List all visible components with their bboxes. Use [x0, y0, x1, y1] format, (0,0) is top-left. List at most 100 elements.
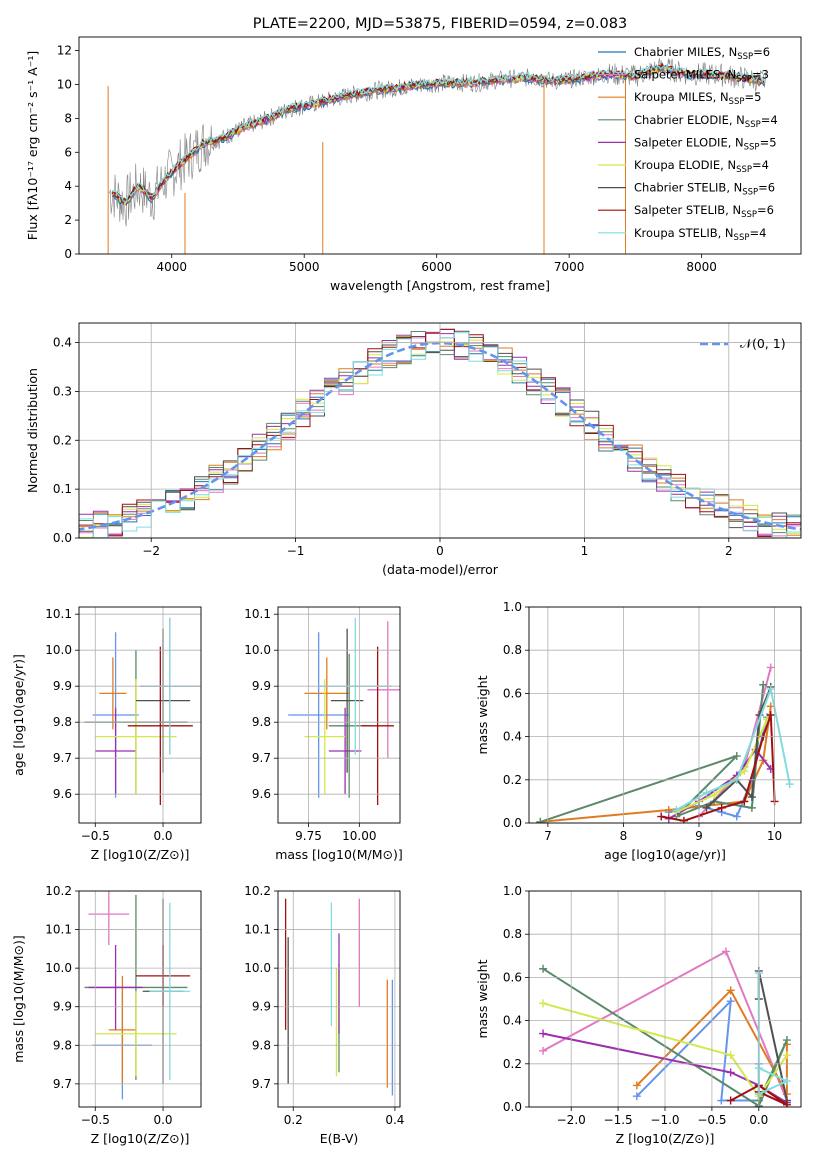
- x-axis-label: Z [log10(Z/Z⊙)]: [91, 1131, 190, 1146]
- weight-marker: [672, 806, 681, 815]
- y-tick-label: 4: [64, 179, 72, 193]
- legend-entry-subscript: SSP: [744, 142, 760, 152]
- weight-marker: [732, 812, 741, 821]
- x-tick-label: 8: [620, 829, 628, 843]
- weight-marker: [785, 780, 794, 789]
- x-tick-label: 6000: [421, 260, 452, 274]
- plot-area: [84, 891, 191, 1100]
- y-tick-label: 9.8: [252, 715, 271, 729]
- y-tick-label: 10.2: [244, 884, 271, 898]
- legend-entry-subscript: SSP: [736, 75, 752, 85]
- legend-entry: Chabrier MILES, NSSP=6: [634, 45, 770, 62]
- legend-entry-subscript: SSP: [734, 233, 750, 243]
- panel-age_vs_Z: −0.5 0.0 9.6 9.7 9.8 9.9 10.0 10.1 Z [log10(Z/Z⊙…: [11, 606, 202, 862]
- weight-line-series-7: [730, 1084, 788, 1106]
- y-tick-label: 0.6: [503, 686, 522, 700]
- plot-area: [536, 663, 794, 823]
- x-tick-label: 8000: [686, 260, 717, 274]
- y-axis-label: Flux [fλ10⁻¹⁷ erg cm⁻² s⁻¹ A⁻¹]: [25, 51, 40, 240]
- y-tick-label: 10.0: [45, 961, 72, 975]
- y-tick-label: 9.8: [53, 1038, 72, 1052]
- weight-marker: [782, 1077, 791, 1086]
- weight-marker: [726, 1068, 735, 1077]
- weight-marker: [657, 812, 666, 821]
- x-axis-label: Z [log10(Z/Z⊙)]: [91, 847, 190, 862]
- y-tick-label: 0.2: [503, 773, 522, 787]
- y-tick-label: 9.9: [53, 679, 72, 693]
- legend-entry-prefix: Chabrier ELODIE, N: [634, 113, 745, 127]
- legend-entry-suffix: =5: [760, 135, 777, 149]
- weight-marker: [717, 803, 726, 812]
- legend-entry: Salpeter MILES, NSSP=3: [634, 68, 769, 85]
- legend-entry-subscript: SSP: [741, 210, 757, 220]
- legend-entry-prefix: Chabrier MILES, N: [634, 45, 737, 59]
- x-tick-label: 7000: [554, 260, 585, 274]
- panel-mass_vs_ebv: 0.2 0.4 9.7 9.8 9.9 10.0 10.1 10.2 E(B-V): [244, 884, 404, 1146]
- axes-frame: [78, 322, 802, 539]
- y-tick-label: 10: [57, 77, 72, 91]
- x-tick-label: 0.2: [284, 1113, 303, 1127]
- y-tick-label: 0.2: [503, 1057, 522, 1071]
- y-tick-label: 0.2: [53, 433, 72, 447]
- legend-entry: Kroupa ELODIE, NSSP=4: [634, 158, 769, 175]
- weight-marker: [747, 803, 756, 812]
- weight-marker: [740, 767, 749, 776]
- y-tick-label: 10.1: [244, 607, 271, 621]
- weight-marker: [664, 806, 673, 815]
- x-tick-label: 7: [544, 829, 552, 843]
- x-tick-label: −1: [287, 544, 305, 558]
- y-tick-label: 9.9: [53, 1000, 72, 1014]
- x-tick-label: 9.75: [295, 829, 322, 843]
- weight-marker: [539, 999, 548, 1008]
- x-axis-label: (data-model)/error: [382, 562, 499, 577]
- y-tick-label: 9.7: [53, 751, 72, 765]
- legend-entry-suffix: =6: [753, 45, 770, 59]
- axes-frame: [78, 606, 202, 824]
- legend-entry-suffix: =5: [744, 90, 761, 104]
- weight-marker: [766, 711, 775, 719]
- weight-marker: [740, 797, 749, 806]
- weight-line-series-3: [542, 967, 788, 1107]
- x-tick-label: −2: [142, 544, 160, 558]
- y-tick-label: 0.8: [503, 927, 522, 941]
- legend-entry-prefix: Salpeter MILES, N: [634, 68, 736, 82]
- legend-entry-prefix: Salpeter ELODIE, N: [634, 135, 744, 149]
- y-tick-label: 1.0: [503, 884, 522, 898]
- weight-marker: [747, 793, 756, 802]
- y-tick-label: 12: [57, 44, 72, 58]
- y-tick-label: 9.8: [53, 715, 72, 729]
- y-tick-label: 0.8: [503, 643, 522, 657]
- weight-marker: [782, 1051, 791, 1060]
- legend-entry: 𝒩(0, 1): [740, 336, 786, 351]
- x-tick-label: 4000: [156, 260, 187, 274]
- legend-entry-prefix: Kroupa MILES, N: [634, 90, 729, 104]
- panel-residuals: −2 −1 0 1 2 0.0 0.1 0.2 0.3 0.4 (data-model)/error…: [25, 322, 802, 577]
- y-tick-label: 8: [64, 111, 72, 125]
- x-tick-label: 1: [581, 544, 589, 558]
- axes-frame: [78, 36, 802, 255]
- y-tick-label: 0.4: [53, 336, 72, 350]
- y-tick-label: 2: [64, 213, 72, 227]
- y-tick-label: 9.7: [252, 751, 271, 765]
- y-tick-label: 0.0: [503, 1100, 522, 1114]
- x-tick-label: 10.00: [342, 829, 376, 843]
- legend-entry-suffix: =6: [758, 181, 775, 195]
- y-tick-label: 0.1: [53, 482, 72, 496]
- weight-marker: [726, 997, 735, 1006]
- x-axis-label: wavelength [Angstrom, rest frame]: [330, 278, 550, 293]
- x-tick-label: −0.5: [697, 1113, 726, 1127]
- y-tick-label: 0.4: [503, 1014, 522, 1028]
- y-tick-label: 9.7: [252, 1077, 271, 1091]
- weight-marker: [539, 1029, 548, 1038]
- weight-marker: [702, 788, 711, 797]
- legend-entry-prefix: Chabrier STELIB, N: [634, 181, 742, 195]
- weight-line-series-3: [539, 684, 765, 823]
- legend-entry-prefix: Kroupa STELIB, N: [634, 226, 734, 240]
- weight-marker: [782, 1100, 791, 1107]
- y-tick-label: 10.1: [45, 923, 72, 937]
- x-tick-label: 9: [695, 829, 703, 843]
- y-tick-label: 9.8: [252, 1038, 271, 1052]
- x-tick-label: 0: [436, 544, 444, 558]
- weight-marker: [782, 1036, 791, 1045]
- weight-marker: [726, 1051, 735, 1060]
